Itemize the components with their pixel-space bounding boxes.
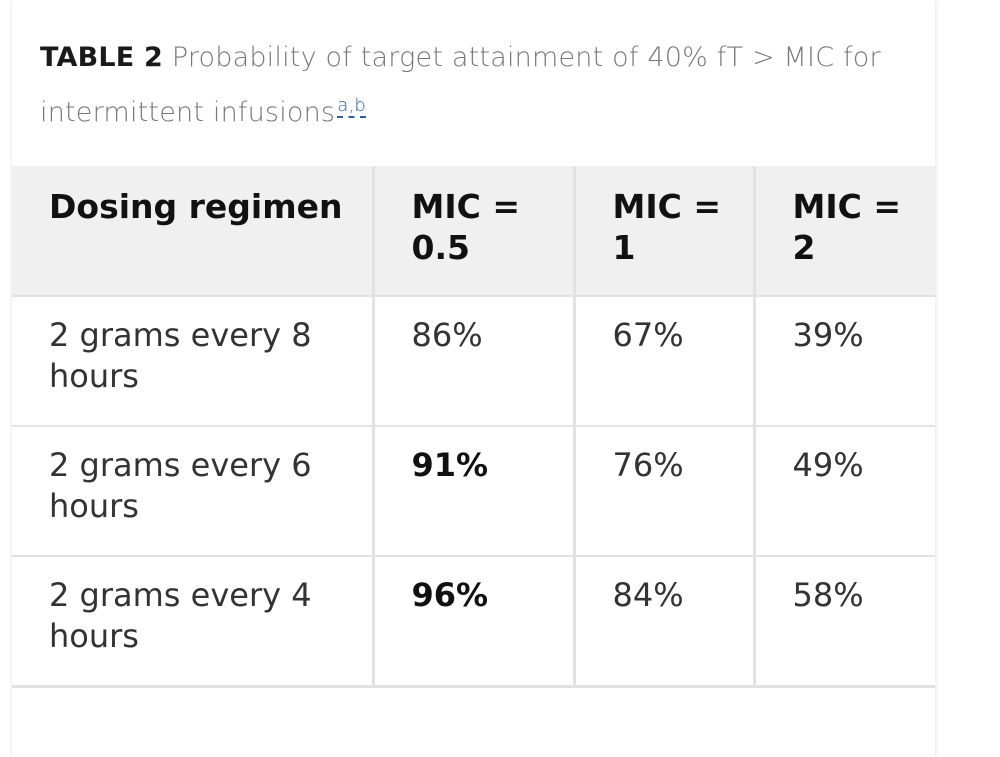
header-mic-0-5: MIC = 0.5 (371, 166, 574, 296)
mic-2-cell: 39% (752, 295, 935, 426)
table-row: 2 grams every 4 hours 96% 84% 58% (12, 555, 935, 688)
mic-2-cell: 49% (752, 425, 935, 556)
mic-1-cell: 84% (572, 555, 754, 688)
mic-0-5-cell: 86% (371, 295, 574, 426)
mic-0-5-cell: 91% (371, 425, 574, 556)
table-caption-text: Probability of target attainment of 40% … (40, 42, 881, 128)
header-dosing-regimen: Dosing regimen (12, 166, 373, 296)
table-header-row: Dosing regimen MIC = 0.5 MIC = 1 MIC = 2 (12, 166, 935, 296)
header-mic-2: MIC = 2 (752, 166, 935, 296)
dosing-regimen-cell: 2 grams every 8 hours (12, 295, 373, 426)
mic-1-cell: 76% (572, 425, 754, 556)
dosing-regimen-cell: 2 grams every 4 hours (12, 555, 373, 688)
header-mic-1: MIC = 1 (572, 166, 754, 296)
data-table: Dosing regimen MIC = 0.5 MIC = 1 MIC = 2… (12, 166, 935, 688)
dosing-regimen-cell: 2 grams every 6 hours (12, 425, 373, 556)
table-card: TABLE 2 Probability of target attainment… (12, 0, 935, 757)
mic-2-cell: 58% (752, 555, 935, 688)
mic-0-5-cell: 96% (371, 555, 574, 688)
table-label: TABLE 2 (40, 42, 164, 73)
table-row: 2 grams every 6 hours 91% 76% 49% (12, 425, 935, 556)
mic-1-cell: 67% (572, 295, 754, 426)
footnote-link[interactable]: a,b (337, 95, 366, 118)
table-row: 2 grams every 8 hours 86% 67% 39% (12, 295, 935, 426)
table-caption: TABLE 2 Probability of target attainment… (40, 30, 900, 140)
